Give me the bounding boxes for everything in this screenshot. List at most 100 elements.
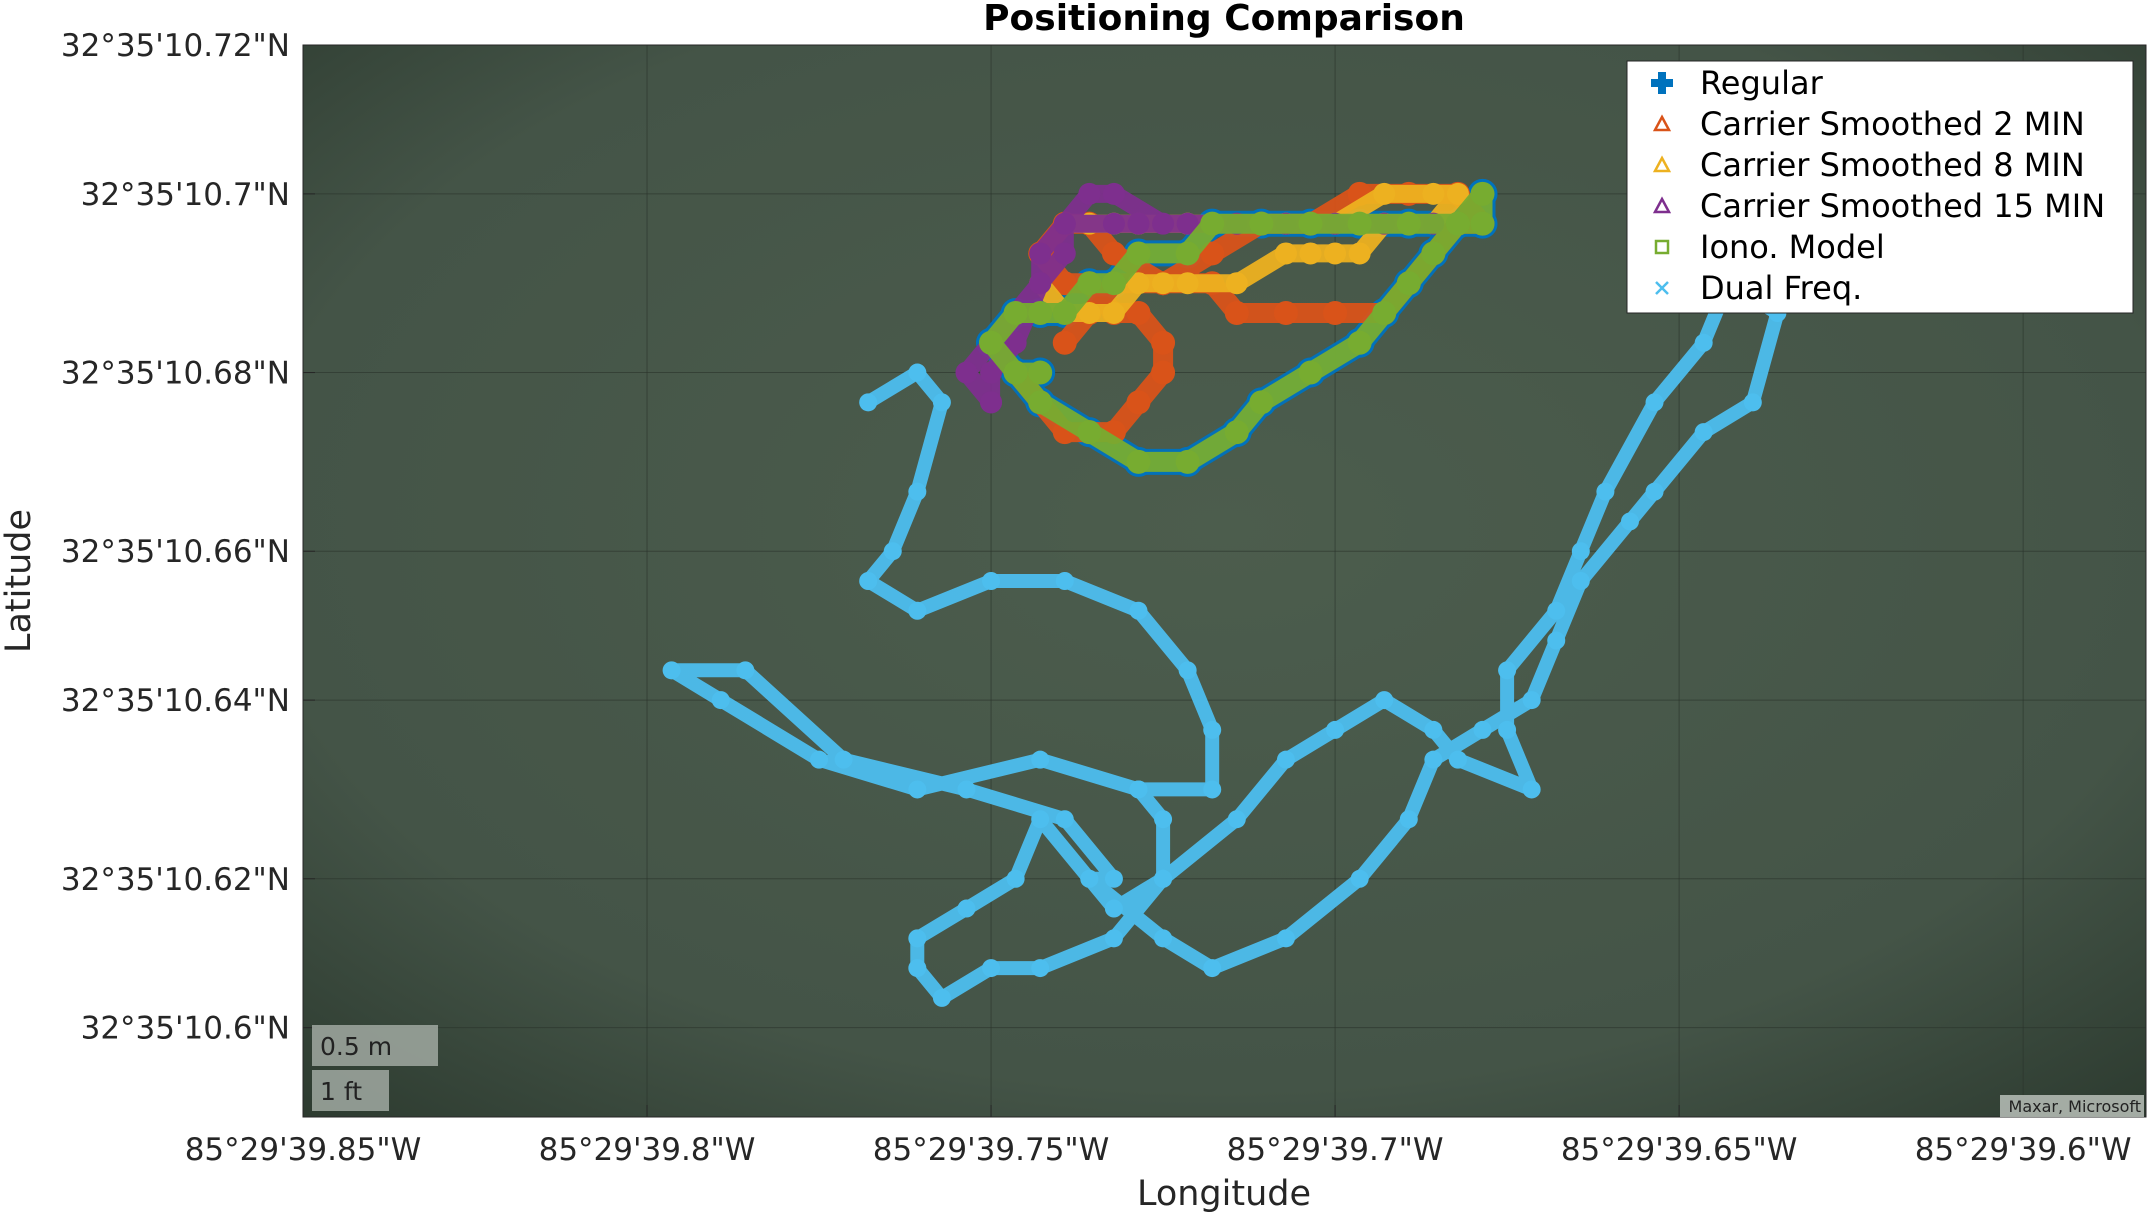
data-point xyxy=(1298,360,1323,385)
data-point xyxy=(1080,869,1099,888)
data-point xyxy=(1004,331,1027,354)
data-point xyxy=(1445,211,1470,236)
data-point xyxy=(1399,810,1418,829)
data-point xyxy=(1129,780,1148,799)
data-point xyxy=(1152,272,1175,295)
data-point xyxy=(1347,211,1372,236)
data-point xyxy=(1224,301,1249,325)
data-point xyxy=(859,572,878,590)
data-point xyxy=(1743,393,1762,412)
data-point xyxy=(1470,181,1495,206)
data-point xyxy=(1225,272,1248,295)
data-point xyxy=(1571,572,1590,590)
x-tick-label: 85°29'39.6"W xyxy=(1915,1132,2132,1168)
data-point xyxy=(1446,182,1469,205)
legend-entry[interactable]: Regular xyxy=(1651,64,1824,102)
data-point xyxy=(1151,360,1176,385)
x-axis-label: Longitude xyxy=(1137,1174,1311,1214)
y-axis-label: Latitude xyxy=(0,509,39,653)
data-point xyxy=(955,361,978,384)
data-point xyxy=(1126,301,1151,325)
data-point xyxy=(1028,360,1053,385)
data-point xyxy=(1104,899,1123,918)
legend-entry[interactable]: Carrier Smoothed 15 MIN xyxy=(1652,187,2105,225)
data-point xyxy=(1003,301,1028,325)
data-point xyxy=(1031,959,1050,978)
x-tick-label: 85°29'39.85"W xyxy=(185,1132,422,1168)
data-point xyxy=(1029,272,1052,295)
square-marker-icon xyxy=(1654,239,1670,255)
data-point xyxy=(1154,869,1173,888)
axes-frame xyxy=(302,44,2147,1118)
data-point xyxy=(908,482,927,501)
data-point xyxy=(1078,302,1101,324)
data-point xyxy=(1422,182,1445,205)
data-point xyxy=(1203,780,1222,799)
data-point xyxy=(1077,420,1102,445)
data-point xyxy=(1276,929,1295,948)
data-point xyxy=(957,780,976,799)
data-point xyxy=(711,691,730,710)
data-point xyxy=(1154,929,1173,948)
data-point xyxy=(1055,810,1074,829)
data-point xyxy=(1053,212,1076,235)
plot-area[interactable] xyxy=(662,178,1787,1007)
x-marker-icon xyxy=(1655,281,1669,295)
data-point xyxy=(1373,182,1396,205)
data-point xyxy=(1126,449,1151,474)
data-point xyxy=(834,750,853,769)
y-ticks: 32°35'10.72"N 32°35'10.7"N 32°35'10.68"N 32… xyxy=(61,28,315,1047)
data-point xyxy=(1448,750,1467,769)
data-point xyxy=(1498,720,1517,739)
data-point xyxy=(1547,601,1566,620)
data-point xyxy=(932,393,951,412)
y-tick-label: 32°35'10.7"N xyxy=(81,177,290,213)
data-point xyxy=(1152,212,1175,235)
x-tick-label: 85°29'39.8"W xyxy=(539,1132,756,1168)
data-point xyxy=(1274,242,1297,265)
legend-entry[interactable]: Carrier Smoothed 2 MIN xyxy=(1652,105,2085,143)
data-point xyxy=(1127,272,1150,295)
data-point xyxy=(1052,271,1077,296)
data-point xyxy=(1102,302,1125,324)
data-point xyxy=(662,661,681,680)
data-point xyxy=(980,361,1003,384)
data-point xyxy=(1101,271,1126,296)
data-point xyxy=(1031,750,1050,769)
data-point xyxy=(1571,542,1590,561)
data-point xyxy=(1276,750,1295,769)
legend-entry[interactable]: Iono. Model xyxy=(1654,228,1885,266)
data-point xyxy=(859,393,878,412)
data-point xyxy=(1249,211,1274,236)
data-point xyxy=(1104,929,1123,948)
data-point xyxy=(1645,393,1664,412)
data-point xyxy=(1203,959,1222,978)
data-point xyxy=(1424,720,1443,739)
data-point xyxy=(1077,271,1102,296)
data-point xyxy=(1028,390,1053,415)
x-tick-label: 85°29'39.75"W xyxy=(873,1132,1110,1168)
data-point xyxy=(1227,810,1246,829)
data-point xyxy=(1176,212,1199,235)
legend-entry[interactable]: Dual Freq. xyxy=(1655,269,1862,307)
data-point xyxy=(1249,390,1274,415)
data-point xyxy=(1126,241,1151,266)
legend-entry[interactable]: Carrier Smoothed 8 MIN xyxy=(1652,146,2085,184)
data-point xyxy=(1421,241,1446,266)
data-point xyxy=(1078,182,1101,205)
legend-label: Regular xyxy=(1700,64,1824,102)
data-point xyxy=(1154,810,1173,829)
data-point xyxy=(1375,691,1394,710)
data-point xyxy=(1052,330,1077,355)
triangle-marker-icon xyxy=(1652,114,1672,132)
legend-label: Carrier Smoothed 8 MIN xyxy=(1700,146,2085,184)
data-point xyxy=(1396,271,1421,296)
data-point xyxy=(982,959,1001,978)
x-tick-label: 85°29'39.7"W xyxy=(1227,1132,1444,1168)
data-point xyxy=(957,899,976,918)
svg-text:Maxar, Microsoft: Maxar, Microsoft xyxy=(2009,1097,2141,1116)
series-dual-freq xyxy=(662,274,1787,1007)
y-tick-label: 32°35'10.62"N xyxy=(61,862,290,898)
